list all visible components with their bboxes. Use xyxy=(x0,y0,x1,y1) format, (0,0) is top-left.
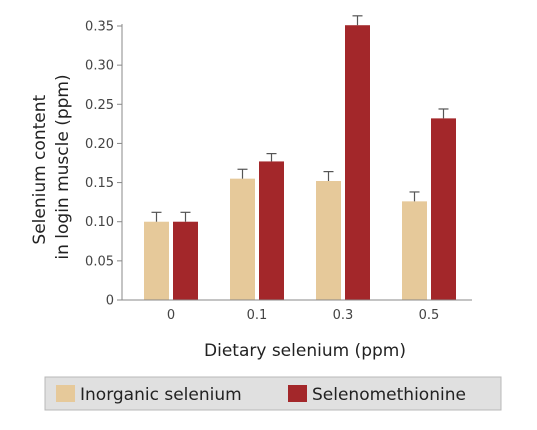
legend-swatch-inorganic-selenium xyxy=(56,385,75,402)
bar xyxy=(144,221,169,300)
bar xyxy=(316,181,341,300)
y-axis-title-line-1: Selenium content xyxy=(30,94,50,244)
x-tick-label: 0 xyxy=(167,308,175,323)
legend-label-selenomethionine: Selenomethionine xyxy=(312,385,466,405)
x-tick-label: 0.1 xyxy=(247,308,268,323)
y-tick-label: 0.20 xyxy=(85,137,114,152)
bar xyxy=(402,201,427,300)
x-tick-label: 0.5 xyxy=(419,308,440,323)
y-tick-label: 0.10 xyxy=(85,215,114,230)
y-ticks: 0 0.05 0.10 0.15 0.20 0.25 0.30 0.35 xyxy=(85,20,122,309)
legend-swatch-selenomethionine xyxy=(288,385,307,402)
y-tick-label: 0.25 xyxy=(85,98,114,113)
y-tick-label: 0.35 xyxy=(85,20,114,35)
bar xyxy=(230,178,255,300)
bar xyxy=(431,118,456,301)
y-tick-label: 0 xyxy=(106,294,114,309)
legend: Inorganic selenium Selenomethionine xyxy=(44,376,502,411)
bar xyxy=(345,25,370,301)
bar xyxy=(173,221,198,300)
x-axis-title: Dietary selenium (ppm) xyxy=(204,341,406,361)
y-axis-title: Selenium content in login muscle (ppm) xyxy=(30,74,73,259)
y-tick-label: 0.05 xyxy=(85,254,114,269)
error-bars-layer xyxy=(151,15,449,222)
x-ticks: 0 0.1 0.3 0.5 xyxy=(167,308,439,323)
axes-layer xyxy=(121,24,472,301)
y-tick-label: 0.15 xyxy=(85,176,114,191)
y-axis-title-line-2: in login muscle (ppm) xyxy=(53,74,73,259)
bar xyxy=(259,161,284,300)
legend-box xyxy=(44,376,502,411)
y-tick-label: 0.30 xyxy=(85,59,114,74)
legend-label-inorganic-selenium: Inorganic selenium xyxy=(80,385,242,405)
x-tick-label: 0.3 xyxy=(333,308,354,323)
bars-layer xyxy=(144,25,456,301)
